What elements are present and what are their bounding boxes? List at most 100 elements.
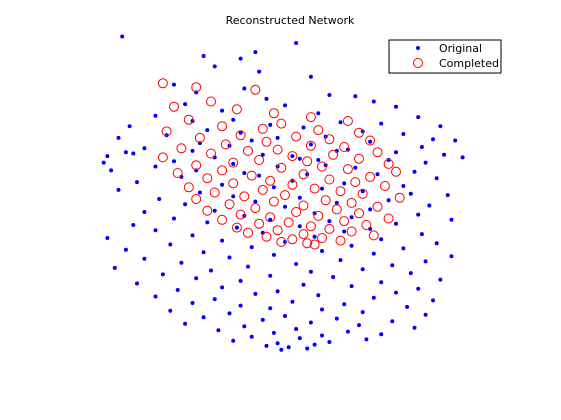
point-completed-45 (298, 169, 309, 180)
point-completed-32 (157, 152, 168, 163)
point-original-136 (271, 252, 276, 257)
point-original-51 (394, 150, 398, 155)
point-original-14 (371, 99, 376, 104)
point-original-30 (205, 128, 210, 133)
point-original-130 (249, 245, 254, 250)
point-original-45 (419, 145, 424, 149)
point-completed-39 (317, 161, 327, 172)
point-original-57 (460, 155, 465, 160)
point-original-64 (423, 160, 428, 165)
point-original-116 (368, 226, 373, 231)
point-original-149 (308, 269, 313, 274)
point-original-126 (283, 239, 287, 244)
point-completed-35 (302, 156, 313, 167)
point-original-160 (349, 284, 354, 289)
point-completed-72 (331, 204, 342, 215)
point-original-63 (101, 160, 106, 165)
point-original-133 (320, 249, 324, 253)
point-original-109 (449, 217, 454, 222)
point-completed-58 (335, 186, 346, 197)
point-original-88 (197, 190, 202, 195)
point-original-114 (297, 224, 302, 229)
point-completed-48 (202, 173, 213, 184)
data-points (101, 34, 465, 352)
point-completed-40 (276, 162, 287, 173)
point-original-27 (127, 124, 132, 129)
point-original-0 (120, 34, 125, 39)
point-completed-62 (239, 191, 250, 202)
point-original-198 (320, 333, 324, 338)
point-original-155 (438, 277, 443, 282)
point-completed-59 (209, 187, 220, 198)
point-completed-44 (172, 168, 183, 178)
point-completed-92 (368, 230, 379, 241)
point-original-104 (416, 212, 421, 217)
point-completed-90 (243, 227, 253, 238)
point-completed-33 (354, 153, 364, 164)
point-original-26 (268, 122, 273, 127)
point-completed-64 (191, 194, 202, 204)
point-original-110 (327, 219, 332, 224)
point-original-99 (283, 204, 287, 209)
point-completed-10 (276, 118, 287, 129)
point-original-144 (390, 263, 395, 268)
point-original-181 (227, 311, 232, 316)
point-original-193 (294, 327, 299, 331)
point-completed-23 (305, 140, 316, 151)
point-original-187 (390, 319, 395, 324)
point-completed-37 (383, 158, 394, 169)
point-original-158 (135, 281, 139, 286)
point-completed-21 (261, 136, 272, 147)
point-original-138 (227, 255, 232, 260)
point-original-50 (123, 150, 128, 155)
point-original-78 (434, 176, 439, 181)
point-completed-65 (320, 195, 331, 206)
point-original-13 (264, 96, 269, 101)
point-original-123 (105, 236, 110, 240)
point-original-164 (275, 289, 280, 294)
point-completed-14 (161, 126, 172, 137)
point-original-143 (294, 262, 299, 266)
point-original-86 (116, 187, 121, 192)
point-original-159 (301, 282, 306, 287)
point-original-140 (338, 258, 343, 263)
point-original-83 (401, 184, 406, 188)
point-completed-11 (217, 121, 228, 132)
point-original-197 (379, 332, 384, 337)
point-completed-98 (302, 238, 313, 249)
point-completed-36 (228, 157, 239, 168)
point-original-127 (434, 241, 439, 246)
point-original-209 (279, 347, 284, 352)
point-completed-38 (191, 160, 202, 171)
point-completed-6 (268, 108, 279, 119)
point-original-74 (305, 172, 310, 177)
point-original-204 (275, 341, 280, 346)
point-completed-0 (157, 78, 168, 89)
point-original-132 (123, 247, 128, 252)
point-completed-76 (235, 209, 246, 220)
point-original-176 (405, 304, 410, 309)
point-original-41 (368, 139, 373, 144)
point-original-15 (183, 102, 188, 107)
point-original-192 (412, 325, 417, 330)
point-original-22 (231, 117, 236, 122)
point-original-16 (283, 103, 287, 108)
point-original-7 (308, 74, 313, 79)
legend-label-original: Original (439, 42, 482, 55)
point-original-106 (349, 215, 354, 220)
point-original-206 (264, 343, 269, 348)
point-completed-68 (224, 199, 235, 210)
point-original-203 (327, 340, 332, 344)
point-completed-3 (206, 96, 216, 107)
point-completed-74 (291, 207, 302, 217)
point-original-188 (308, 320, 313, 325)
point-original-146 (112, 265, 117, 270)
point-completed-93 (261, 231, 272, 242)
point-original-169 (371, 295, 376, 300)
point-completed-49 (324, 174, 335, 185)
point-original-69 (353, 165, 358, 170)
point-original-80 (135, 180, 139, 185)
point-original-189 (183, 321, 188, 326)
point-original-172 (290, 299, 295, 304)
point-completed-12 (257, 123, 268, 134)
